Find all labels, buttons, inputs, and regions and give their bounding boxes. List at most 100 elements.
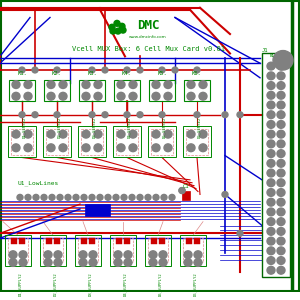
Circle shape: [267, 237, 275, 245]
Circle shape: [114, 251, 122, 259]
Circle shape: [117, 81, 125, 88]
Circle shape: [54, 251, 62, 259]
Circle shape: [159, 112, 165, 118]
Circle shape: [24, 130, 32, 138]
Circle shape: [159, 259, 167, 266]
Circle shape: [102, 67, 108, 73]
Text: D2_SUPPLY2: D2_SUPPLY2: [53, 272, 57, 296]
Circle shape: [114, 259, 122, 266]
Circle shape: [117, 144, 125, 152]
Bar: [183, 126, 211, 158]
Circle shape: [267, 159, 275, 167]
Circle shape: [164, 92, 172, 100]
Circle shape: [124, 251, 132, 259]
Circle shape: [47, 92, 55, 100]
Circle shape: [277, 179, 285, 187]
Circle shape: [94, 81, 102, 88]
Circle shape: [277, 121, 285, 128]
Text: U1_LowLines: U1_LowLines: [18, 180, 59, 186]
Bar: [78, 238, 98, 262]
Circle shape: [267, 101, 275, 109]
Circle shape: [54, 112, 60, 118]
Bar: [151, 129, 173, 155]
Bar: [194, 238, 200, 244]
Circle shape: [194, 251, 202, 259]
Circle shape: [153, 194, 159, 200]
Circle shape: [32, 67, 38, 73]
Circle shape: [137, 67, 143, 73]
Text: DMC: DMC: [137, 19, 159, 32]
Circle shape: [267, 266, 275, 274]
Text: C1: C1: [183, 184, 190, 189]
Bar: [54, 238, 60, 244]
Circle shape: [89, 251, 97, 259]
Bar: [81, 238, 87, 244]
Circle shape: [152, 81, 160, 88]
Circle shape: [277, 198, 285, 206]
Text: K6.: K6.: [192, 71, 202, 76]
Circle shape: [81, 194, 87, 200]
Circle shape: [187, 92, 195, 100]
Circle shape: [113, 194, 119, 200]
Text: D3_SUPPLY2: D3_SUPPLY2: [88, 272, 92, 296]
Circle shape: [267, 82, 275, 89]
Circle shape: [267, 62, 275, 70]
Circle shape: [59, 130, 67, 138]
Bar: [79, 80, 105, 101]
Bar: [78, 126, 106, 158]
Text: Vcell MUX Box: 6 Cell Mux Card v0.01: Vcell MUX Box: 6 Cell Mux Card v0.01: [71, 46, 224, 52]
Circle shape: [89, 259, 97, 266]
Circle shape: [194, 259, 202, 266]
Text: B1: B1: [270, 54, 275, 58]
Circle shape: [267, 257, 275, 264]
Bar: [11, 238, 17, 244]
Circle shape: [277, 169, 285, 177]
Circle shape: [199, 130, 207, 138]
Circle shape: [19, 67, 25, 73]
Circle shape: [89, 67, 95, 73]
Circle shape: [222, 191, 228, 197]
Circle shape: [137, 112, 143, 118]
Circle shape: [124, 67, 130, 73]
Circle shape: [121, 194, 127, 200]
Bar: [262, 53, 290, 277]
Circle shape: [267, 169, 275, 177]
Circle shape: [12, 130, 20, 138]
Circle shape: [54, 67, 60, 73]
Circle shape: [164, 130, 172, 138]
Circle shape: [54, 259, 62, 266]
Text: D2_SENSE2: D2_SENSE2: [57, 117, 61, 138]
Circle shape: [187, 130, 195, 138]
Bar: [85, 204, 110, 216]
Bar: [182, 190, 190, 200]
Circle shape: [267, 150, 275, 158]
Bar: [11, 129, 33, 155]
Circle shape: [179, 188, 185, 194]
Bar: [43, 126, 71, 158]
Bar: [113, 126, 141, 158]
Circle shape: [120, 27, 126, 33]
Text: www.dmcinfo.com: www.dmcinfo.com: [129, 35, 167, 39]
Circle shape: [194, 112, 200, 118]
Circle shape: [59, 144, 67, 152]
Bar: [89, 238, 95, 244]
Circle shape: [47, 81, 55, 88]
Circle shape: [65, 194, 71, 200]
Text: K5.: K5.: [157, 71, 167, 76]
Circle shape: [73, 194, 79, 200]
Circle shape: [82, 92, 90, 100]
Circle shape: [12, 144, 20, 152]
Circle shape: [237, 112, 243, 118]
Text: D5_SENSE2: D5_SENSE2: [162, 117, 166, 138]
Circle shape: [267, 247, 275, 255]
Circle shape: [267, 111, 275, 119]
Circle shape: [267, 208, 275, 216]
Circle shape: [24, 92, 32, 100]
Circle shape: [267, 72, 275, 80]
Bar: [8, 238, 28, 262]
Circle shape: [119, 23, 125, 29]
Text: D6_SUPPLY2: D6_SUPPLY2: [193, 272, 197, 296]
Circle shape: [82, 81, 90, 88]
Circle shape: [277, 266, 285, 274]
Circle shape: [152, 144, 160, 152]
